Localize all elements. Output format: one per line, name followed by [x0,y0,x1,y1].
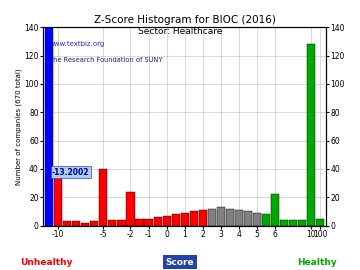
Bar [108,220,117,226]
Bar [90,221,98,226]
Bar [172,214,180,226]
Bar [235,210,243,226]
Text: Score: Score [166,258,194,266]
Bar [280,220,288,226]
Text: Unhealthy: Unhealthy [21,258,73,266]
Text: -13.2002: -13.2002 [52,168,90,177]
Bar [298,220,306,226]
Bar [253,213,261,226]
Bar [45,27,53,226]
Bar [54,169,62,226]
Bar [117,220,126,226]
Bar [316,218,324,226]
Bar [289,220,297,226]
Bar [72,221,80,226]
Bar [126,192,135,226]
Bar [208,209,216,226]
Bar [181,213,189,226]
Text: www.textbiz.org: www.textbiz.org [49,41,105,47]
Bar [262,214,270,226]
Bar [190,211,198,226]
Bar [217,207,225,226]
Bar [153,217,162,226]
Y-axis label: Number of companies (670 total): Number of companies (670 total) [15,68,22,185]
Bar [63,221,71,226]
Bar [226,209,234,226]
Bar [81,223,89,226]
Bar [144,218,153,226]
Bar [135,218,144,226]
Bar [199,210,207,226]
Bar [162,216,171,226]
Title: Z-Score Histogram for BIOC (2016): Z-Score Histogram for BIOC (2016) [94,15,275,25]
Text: Healthy: Healthy [297,258,337,266]
Text: The Research Foundation of SUNY: The Research Foundation of SUNY [49,57,162,63]
Bar [99,169,108,226]
Bar [271,194,279,226]
Bar [244,211,252,226]
Bar [307,44,315,226]
Text: Sector: Healthcare: Sector: Healthcare [138,27,222,36]
